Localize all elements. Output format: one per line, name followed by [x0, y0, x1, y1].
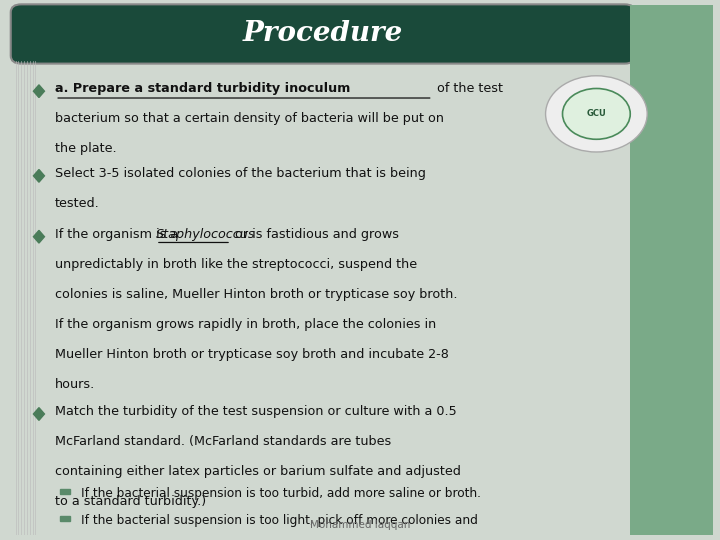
Polygon shape — [33, 85, 45, 98]
Circle shape — [562, 89, 630, 139]
Text: containing either latex particles or barium sulfate and adjusted: containing either latex particles or bar… — [55, 465, 461, 478]
Text: If the bacterial suspension is too turbid, add more saline or broth.: If the bacterial suspension is too turbi… — [81, 487, 480, 500]
Text: Mohammed laqqan: Mohammed laqqan — [310, 521, 410, 530]
Text: Procedure: Procedure — [243, 20, 402, 47]
Text: bacterium so that a certain density of bacteria will be put on: bacterium so that a certain density of b… — [55, 112, 444, 125]
FancyBboxPatch shape — [629, 5, 713, 535]
Text: Match the turbidity of the test suspension or culture with a 0.5: Match the turbidity of the test suspensi… — [55, 405, 457, 418]
Polygon shape — [60, 516, 70, 521]
Polygon shape — [33, 408, 45, 420]
Text: GCU: GCU — [587, 110, 606, 118]
Text: to a standard turbidity.): to a standard turbidity.) — [55, 495, 207, 509]
Text: If the bacterial suspension is too light, pick off more colonies and: If the bacterial suspension is too light… — [81, 515, 477, 528]
Text: If the organism grows rapidly in broth, place the colonies in: If the organism grows rapidly in broth, … — [55, 318, 436, 331]
Text: If the organism is a: If the organism is a — [55, 228, 182, 241]
Text: tested.: tested. — [55, 197, 100, 210]
Text: the plate.: the plate. — [55, 143, 117, 156]
Text: unpredictably in broth like the streptococci, suspend the: unpredictably in broth like the streptoc… — [55, 258, 418, 271]
Text: Staphylococcus: Staphylococcus — [156, 228, 256, 241]
Text: or is fastidious and grows: or is fastidious and grows — [231, 228, 399, 241]
Text: Mueller Hinton broth or trypticase soy broth and incubate 2-8: Mueller Hinton broth or trypticase soy b… — [55, 348, 449, 361]
Text: of the test: of the test — [433, 82, 503, 95]
Text: McFarland standard. (McFarland standards are tubes: McFarland standard. (McFarland standards… — [55, 435, 392, 448]
Text: colonies is saline, Mueller Hinton broth or trypticase soy broth.: colonies is saline, Mueller Hinton broth… — [55, 288, 458, 301]
Polygon shape — [33, 231, 45, 243]
FancyBboxPatch shape — [11, 4, 635, 64]
Circle shape — [546, 76, 647, 152]
Text: a. Prepare a standard turbidity inoculum: a. Prepare a standard turbidity inoculum — [55, 82, 351, 95]
Polygon shape — [33, 170, 45, 182]
Text: Select 3-5 isolated colonies of the bacterium that is being: Select 3-5 isolated colonies of the bact… — [55, 167, 426, 180]
Polygon shape — [60, 489, 70, 494]
Text: hours.: hours. — [55, 379, 96, 392]
